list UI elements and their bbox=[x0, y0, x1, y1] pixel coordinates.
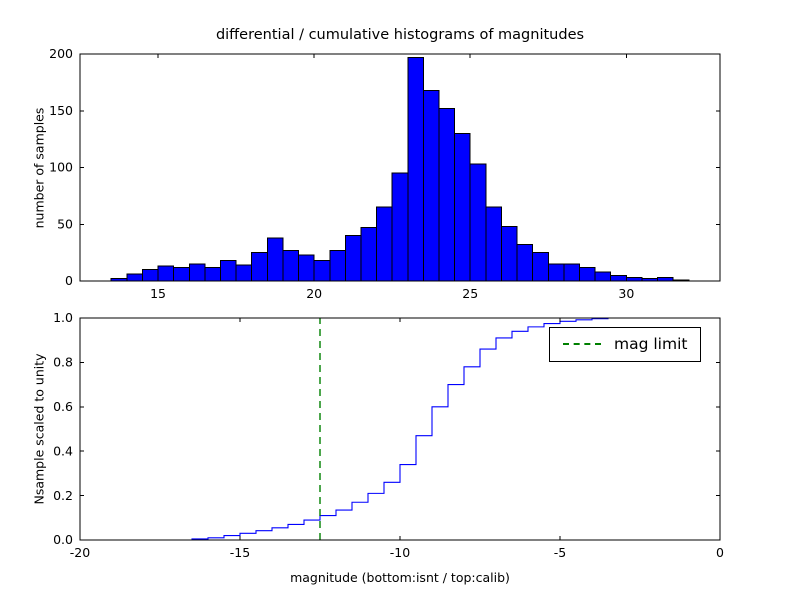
bottom-y-axis-label: Nsample scaled to unity bbox=[31, 353, 47, 505]
top-y-axis-label: number of samples bbox=[31, 107, 47, 229]
svg-text:25: 25 bbox=[462, 286, 478, 301]
svg-text:50: 50 bbox=[57, 216, 73, 231]
svg-text:30: 30 bbox=[618, 286, 634, 301]
svg-text:-15: -15 bbox=[230, 545, 250, 560]
svg-text:0: 0 bbox=[716, 545, 724, 560]
svg-text:-20: -20 bbox=[70, 545, 90, 560]
svg-text:0.4: 0.4 bbox=[53, 443, 73, 458]
svg-text:15: 15 bbox=[150, 286, 166, 301]
svg-text:-10: -10 bbox=[390, 545, 410, 560]
legend-label: mag limit bbox=[614, 335, 688, 353]
dashed-line-legend-sample bbox=[563, 343, 601, 346]
figure-title: differential / cumulative histograms of … bbox=[215, 27, 585, 43]
x-axis-label: magnitude (bottom:isnt / top:calib) bbox=[290, 570, 510, 585]
svg-text:200: 200 bbox=[49, 46, 73, 61]
svg-text:0.0: 0.0 bbox=[53, 532, 73, 547]
svg-text:100: 100 bbox=[49, 160, 73, 175]
svg-text:0.8: 0.8 bbox=[53, 355, 73, 370]
svg-text:1.0: 1.0 bbox=[53, 310, 73, 325]
svg-text:-5: -5 bbox=[554, 545, 566, 560]
svg-text:0: 0 bbox=[65, 273, 73, 288]
svg-text:0.6: 0.6 bbox=[53, 399, 73, 414]
svg-text:20: 20 bbox=[306, 286, 322, 301]
svg-text:150: 150 bbox=[49, 103, 73, 118]
legend: mag limit bbox=[549, 327, 702, 362]
svg-text:0.2: 0.2 bbox=[53, 488, 73, 503]
